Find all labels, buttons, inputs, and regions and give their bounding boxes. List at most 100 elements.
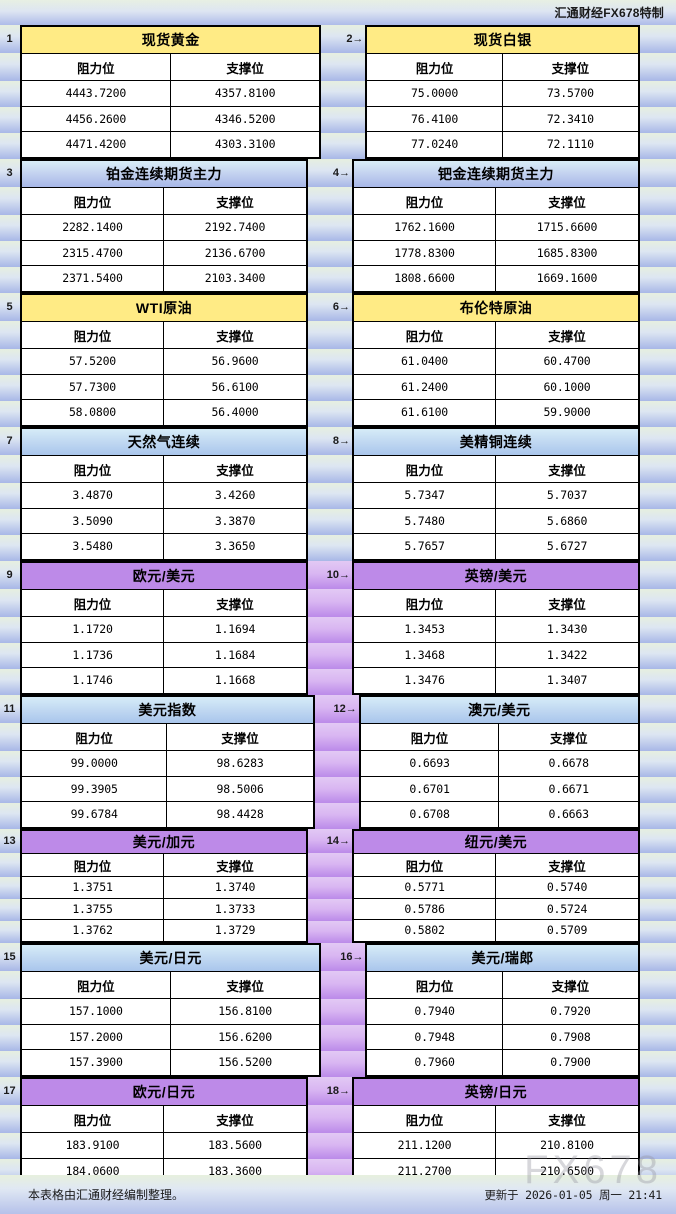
quote-block: 15 美元/日元 阻力位 支撑位 157.1000 156.8100 157.2000 156… xyxy=(0,943,676,1077)
support-value: 2103.3400 xyxy=(164,265,306,291)
row-number-left-gutter: 13 xyxy=(0,829,20,943)
support-value: 0.6671 xyxy=(499,776,638,801)
table-row: 0.5802 0.5709 xyxy=(354,919,638,941)
edge[interactable] xyxy=(640,427,676,455)
row-number-right[interactable]: 10→ xyxy=(308,561,352,589)
instrument-title: WTI原油 xyxy=(22,295,306,323)
support-value: 1715.6600 xyxy=(496,215,638,240)
footer-note: 本表格由汇通财经编制整理。 xyxy=(28,1188,185,1202)
quote-block: 1 现货黄金 阻力位 支撑位 4443.7200 4357.8100 4456.2600 43… xyxy=(0,25,676,159)
column-header-row: 阻力位 支撑位 xyxy=(367,54,638,82)
table-row: 0.6693 0.6678 xyxy=(360,751,638,777)
row-number-right[interactable]: 18→ xyxy=(308,1077,352,1105)
gutter-cell xyxy=(308,267,352,293)
updated-value: 2026-01-05 周一 21:41 xyxy=(525,1187,662,1202)
column-header-row: 阻力位 支撑位 xyxy=(22,724,313,752)
edge[interactable] xyxy=(640,159,676,187)
column-header-resistance: 阻力位 xyxy=(354,590,496,617)
resistance-value: 99.6784 xyxy=(22,801,168,827)
edge[interactable] xyxy=(640,293,676,321)
row-number-right[interactable]: 2→ xyxy=(321,25,366,53)
row-number-left[interactable]: 13 xyxy=(0,829,20,853)
instrument-card: 铂金连续期货主力 阻力位 支撑位 2282.1400 2192.7400 2315.470… xyxy=(20,159,308,293)
gutter-cell xyxy=(308,643,352,669)
edge[interactable] xyxy=(640,829,676,853)
gutter-cell xyxy=(640,53,676,81)
edge[interactable] xyxy=(640,25,676,53)
edge[interactable] xyxy=(640,1077,676,1105)
edge[interactable] xyxy=(640,943,676,971)
support-value: 0.6678 xyxy=(499,751,638,776)
table-row: 58.0800 56.4000 xyxy=(22,399,306,425)
column-header-support: 支撑位 xyxy=(502,972,639,999)
column-header-row: 阻力位 支撑位 xyxy=(22,456,306,484)
row-number-left[interactable]: 1 xyxy=(0,25,20,53)
table-row: 0.7940 0.7920 xyxy=(367,999,639,1025)
table-row: 183.9100 183.5600 xyxy=(22,1133,306,1159)
row-number-left[interactable]: 15 xyxy=(0,943,20,971)
row-number-left[interactable]: 5 xyxy=(0,293,20,321)
support-value: 98.5006 xyxy=(167,776,313,801)
gutter-cell xyxy=(308,349,352,375)
row-number-right[interactable]: 14→ xyxy=(308,829,352,853)
instrument-title: 天然气连续 xyxy=(22,429,306,457)
resistance-value: 0.5802 xyxy=(354,919,496,941)
table-row: 5.7347 5.7037 xyxy=(354,483,638,509)
column-header-row: 阻力位 支撑位 xyxy=(22,854,306,878)
row-number-left-gutter: 3 xyxy=(0,159,20,293)
gutter-cell xyxy=(321,81,366,107)
resistance-value: 2315.4700 xyxy=(22,240,164,265)
row-number-left[interactable]: 9 xyxy=(0,561,20,589)
gutter-cell xyxy=(640,375,676,401)
gutter-cell xyxy=(0,107,20,133)
gutter-cell xyxy=(640,483,676,509)
table-row: 157.2000 156.6200 xyxy=(22,1024,320,1050)
instrument-title: 纽元/美元 xyxy=(354,831,638,855)
gutter-cell xyxy=(308,321,352,349)
column-header-resistance: 阻力位 xyxy=(22,972,171,999)
edge[interactable] xyxy=(640,561,676,589)
row-number-right[interactable]: 8→ xyxy=(308,427,352,455)
row-number-right-gutter: 4→ xyxy=(308,159,352,293)
row-number-left[interactable]: 7 xyxy=(0,427,20,455)
edge-gutter xyxy=(640,695,676,829)
resistance-value: 2371.5400 xyxy=(22,265,164,291)
gutter-cell xyxy=(0,1025,20,1051)
resistance-value: 0.6708 xyxy=(360,801,500,827)
column-header-row: 阻力位 支撑位 xyxy=(367,972,639,1000)
support-value: 56.9600 xyxy=(164,349,306,374)
column-header-row: 阻力位 支撑位 xyxy=(22,322,306,350)
gutter-cell xyxy=(314,803,359,829)
column-header-row: 阻力位 支撑位 xyxy=(354,188,638,216)
gutter-cell xyxy=(0,921,20,943)
row-number-right[interactable]: 6→ xyxy=(308,293,352,321)
gutter-cell xyxy=(0,187,20,215)
row-number-right[interactable]: 16→ xyxy=(321,943,366,971)
row-number-right-gutter: 8→ xyxy=(308,427,352,561)
table-row: 157.1000 156.8100 xyxy=(22,999,320,1025)
row-number-right[interactable]: 12→ xyxy=(314,695,359,723)
row-number-left[interactable]: 11 xyxy=(0,695,20,723)
row-number-left[interactable]: 3 xyxy=(0,159,20,187)
row-number-right-gutter: 6→ xyxy=(308,293,352,427)
column-header-resistance: 阻力位 xyxy=(22,854,164,877)
instrument-card: 欧元/美元 阻力位 支撑位 1.1720 1.1694 1.1736 1.1684 1.174… xyxy=(20,561,308,695)
gutter-cell xyxy=(308,877,352,899)
resistance-value: 1.3468 xyxy=(354,642,496,667)
gutter-cell xyxy=(640,723,676,751)
row-number-right[interactable]: 4→ xyxy=(308,159,352,187)
gutter-cell xyxy=(640,81,676,107)
gutter-cell xyxy=(0,483,20,509)
table-row: 0.5771 0.5740 xyxy=(354,877,638,899)
gutter-cell xyxy=(321,971,366,999)
column-header-support: 支撑位 xyxy=(164,188,306,215)
support-value: 1669.1600 xyxy=(496,265,638,291)
gutter-cell xyxy=(640,921,676,943)
gutter-cell xyxy=(308,669,352,695)
gutter-cell xyxy=(640,321,676,349)
resistance-value: 157.3900 xyxy=(22,1049,171,1075)
resistance-value: 1.3762 xyxy=(22,919,164,941)
gutter-cell xyxy=(314,777,359,803)
edge[interactable] xyxy=(640,695,676,723)
row-number-left[interactable]: 17 xyxy=(0,1077,20,1105)
